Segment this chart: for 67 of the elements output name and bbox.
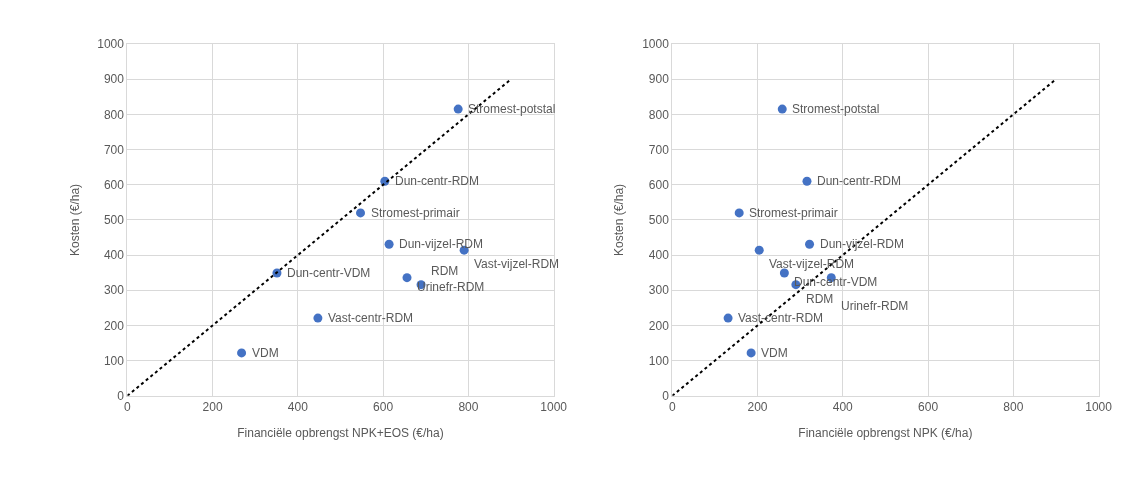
y-tick-label: 300 [648,283,670,298]
annotation: Stromest-potstal [792,102,880,116]
y-tick-label: 0 [117,389,125,404]
x-tick-label: 1000 [540,400,568,415]
point [734,208,744,218]
y-tick-label: 800 [103,107,125,122]
annotation: Vast-centr-RDM [738,311,824,325]
y-tick-label: 0 [662,389,670,404]
y-tick-label: 400 [103,248,125,263]
y-axis-title: Kosten (€/ha) [67,183,82,256]
point [746,348,756,358]
annotation: Dun-vijzel-RDM [820,237,905,251]
point [723,313,733,323]
y-tick-label: 900 [103,72,125,87]
annotation: Urinefr-RDM [841,299,909,313]
y-tick-label: 1000 [642,37,670,52]
point [754,245,764,255]
point [802,176,812,186]
x-tick-label: 800 [1003,400,1024,415]
annotation: Stromest-primair [371,206,460,220]
y-axis-title: Kosten (€/ha) [612,183,627,256]
annotation: VDM [252,346,279,360]
y-tick-label: 200 [103,318,125,333]
annotation: Dun-centr-RDM [395,174,480,188]
y-tick-label: 300 [103,283,125,298]
x-tick-label: 200 [202,400,223,415]
x-axis-title: Financiële opbrengst NPK (€/ha) [798,426,973,441]
point [453,104,463,114]
annotation: Dun-vijzel-RDM [399,237,484,251]
point [356,208,366,218]
y-tick-label: 400 [648,248,670,263]
point [237,348,247,358]
annotation: Stromest-primair [749,206,838,220]
y-tick-label: 700 [103,142,125,157]
x-tick-label: 600 [918,400,939,415]
point [777,104,787,114]
point [402,273,412,283]
y-tick-label: 800 [648,107,670,122]
y-tick-label: 600 [103,177,125,192]
y-tick-label: 1000 [97,37,125,52]
annotation: Stromest-potstal [468,102,556,116]
x-tick-label: 800 [458,400,479,415]
y-tick-label: 500 [103,213,125,228]
annotation: VDM [761,346,788,360]
x-tick-label: 400 [832,400,854,415]
annotation: Vast-vijzel-RDM [474,257,560,271]
annotation: Dun-centr-RDM [817,174,902,188]
y-tick-label: 500 [648,213,670,228]
x-axis-title: Financiële opbrengst NPK+EOS (€/ha) [237,426,444,441]
point [805,239,815,249]
x-tick-label: 400 [287,400,309,415]
y-tick-label: 600 [648,177,670,192]
annotation: RDM [431,264,459,278]
y-tick-label: 700 [648,142,670,157]
y-tick-label: 100 [103,353,125,368]
point [313,313,323,323]
annotation: RDM [806,292,834,306]
x-tick-label: 1000 [1085,400,1113,415]
y-tick-label: 200 [648,318,670,333]
y-tick-label: 900 [648,72,670,87]
y-tick-label: 100 [648,353,670,368]
annotation: Dun-centr-VDM [287,266,371,280]
annotation: Urinefr-RDM [417,280,485,294]
annotation: Vast-centr-RDM [328,311,414,325]
point [384,239,394,249]
x-tick-label: 600 [373,400,394,415]
x-tick-label: 200 [747,400,768,415]
